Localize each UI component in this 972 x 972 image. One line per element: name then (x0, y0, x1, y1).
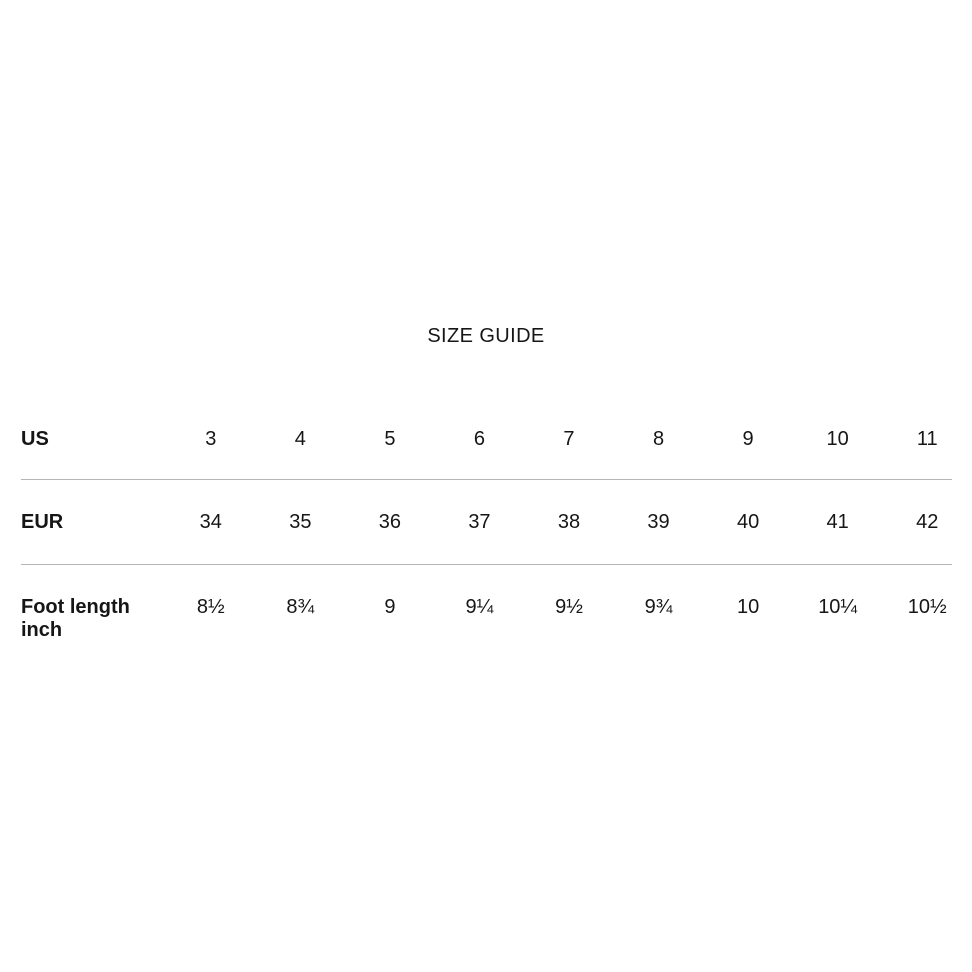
foot-length-cell: 9¼ (465, 596, 494, 618)
table-row-foot-length: Foot length inch 8½ 8¾ 9 9¼ 9½ 9¾ 10 10¼… (0, 565, 972, 650)
us-size-cell: 6 (473, 428, 485, 450)
us-size-cell: 3 (205, 428, 217, 450)
us-size-cell: 7 (563, 428, 575, 450)
eur-size-cell: 38 (557, 511, 581, 533)
foot-length-cell: 8¾ (286, 596, 315, 618)
us-size-cell: 4 (294, 428, 306, 450)
us-size-cell: 9 (742, 428, 754, 450)
foot-length-cell: 9 (384, 596, 396, 618)
eur-size-cell: 39 (647, 511, 670, 533)
eur-size-cell: 35 (289, 511, 312, 533)
foot-length-cell: 10¼ (818, 596, 858, 618)
us-size-cell: 10 (826, 428, 849, 450)
row-label-us: US (21, 428, 49, 450)
table-row-eur: EUR 34 35 36 37 38 39 40 41 42 (0, 480, 972, 565)
eur-size-cell: 36 (378, 511, 401, 533)
foot-length-cell: 8½ (196, 596, 225, 618)
eur-size-cell: 41 (826, 511, 849, 533)
us-size-cell: 8 (652, 428, 665, 450)
us-size-cell: 11 (916, 428, 938, 450)
eur-size-cell: 34 (199, 511, 222, 533)
foot-length-cell: 9½ (555, 596, 583, 618)
us-size-cell: 5 (384, 428, 396, 450)
size-table: US 3 4 5 6 7 8 9 10 11 EUR 34 35 36 37 3… (0, 397, 972, 650)
foot-length-cell: 10½ (907, 596, 947, 618)
page-title: SIZE GUIDE (427, 325, 545, 347)
eur-size-cell: 40 (736, 511, 760, 533)
eur-size-cell: 37 (468, 511, 491, 533)
eur-size-cell: 42 (916, 511, 939, 533)
row-label-foot-length: Foot length inch (21, 596, 130, 641)
row-label-eur: EUR (21, 511, 64, 533)
foot-length-cell: 9¾ (644, 596, 673, 618)
table-row-us: US 3 4 5 6 7 8 9 10 11 (0, 397, 972, 480)
foot-length-cell: 10 (736, 596, 760, 618)
